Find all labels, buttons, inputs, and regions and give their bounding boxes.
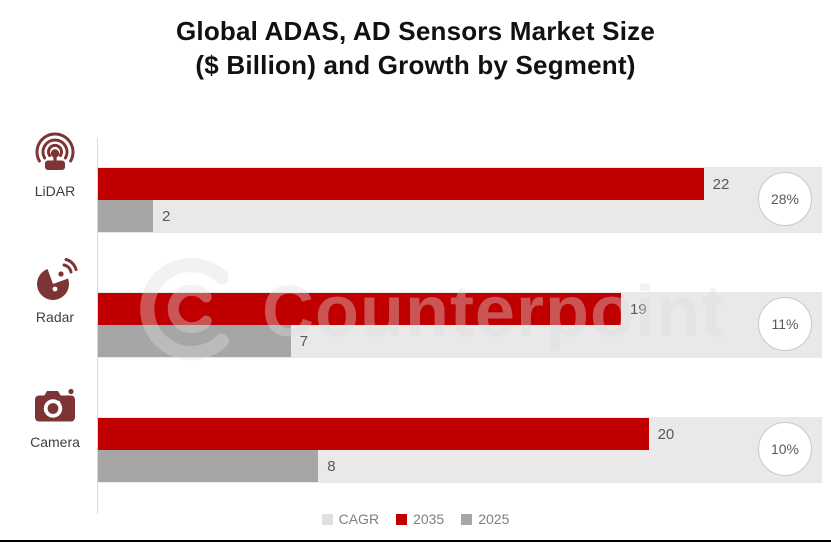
cagr-badge: 10% (758, 422, 812, 476)
legend-swatch-2025 (461, 513, 473, 525)
legend-label: CAGR (338, 511, 380, 527)
category-label: Camera (30, 434, 80, 450)
category-radar: Radar (16, 256, 94, 325)
cagr-value: 11% (771, 316, 799, 332)
bar-line-2035: 22 (98, 168, 822, 200)
legend-swatch-cagr (321, 513, 333, 525)
legend-label: 2035 (413, 511, 445, 527)
chart-legend: CAGR 2035 2025 (0, 511, 831, 527)
chart-title: Global ADAS, AD Sensors Market Size ($ B… (0, 14, 831, 82)
chart-title-line2: ($ Billion) and Growth by Segment) (195, 50, 636, 80)
legend-item-2035: 2035 (396, 511, 444, 527)
y-axis-line (97, 138, 98, 514)
legend-label: 2025 (478, 511, 510, 527)
bar-line-2035: 20 (98, 418, 822, 450)
bar-2035 (98, 168, 704, 200)
bar-value-label: 20 (657, 425, 675, 443)
bar-value-label: 22 (712, 175, 730, 193)
radar-icon (31, 256, 79, 304)
legend-swatch-2035 (396, 513, 408, 525)
bar-2025 (98, 450, 319, 482)
bar-line-2025: 7 (98, 325, 822, 357)
bar-2035 (98, 293, 622, 325)
category-camera: Camera (16, 381, 94, 450)
lidar-icon (31, 130, 79, 178)
category-lidar: LiDAR (16, 130, 94, 199)
bar-value-label: 8 (327, 457, 336, 475)
chart-title-line1: Global ADAS, AD Sensors Market Size (176, 16, 655, 46)
bar-line-2025: 8 (98, 450, 822, 482)
legend-item-2025: 2025 (461, 511, 509, 527)
bar-2025 (98, 325, 291, 357)
category-label: LiDAR (34, 183, 76, 199)
cagr-badge: 11% (758, 297, 812, 351)
bar-value-label: 19 (630, 300, 647, 318)
category-label: Radar (35, 309, 75, 325)
bar-value-label: 2 (162, 207, 171, 225)
cagr-badge: 28% (758, 172, 812, 226)
bar-2035 (98, 418, 649, 450)
bar-line-2025: 2 (98, 200, 822, 232)
bottom-border-line (0, 540, 831, 542)
cagr-value: 10% (770, 441, 800, 457)
bar-value-label: 7 (299, 332, 309, 350)
legend-item-cagr: CAGR (321, 511, 380, 527)
cagr-value: 28% (770, 191, 800, 207)
bar-2025 (98, 200, 154, 232)
camera-icon (31, 381, 79, 429)
bar-line-2035: 19 (98, 293, 822, 325)
